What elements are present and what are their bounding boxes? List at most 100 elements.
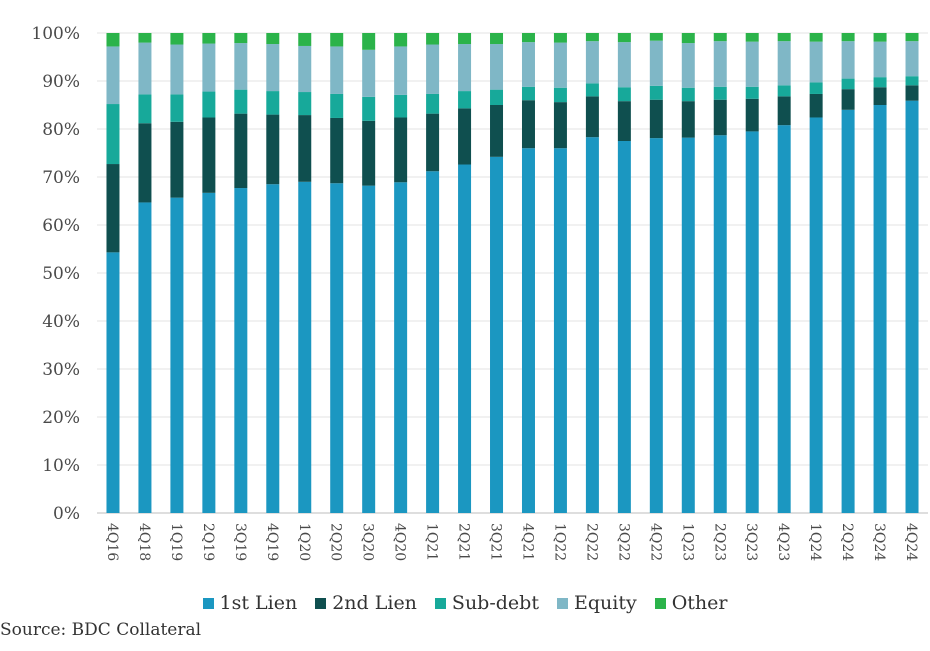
bar-segment [617,101,631,141]
bar-segment [234,113,248,189]
bar-segment [330,93,344,118]
x-tick-label: 4Q23 [775,523,791,561]
bar-segment [170,197,184,513]
bar-segment [585,137,599,513]
legend-item: Other [654,592,727,614]
bar-segment [777,41,791,86]
bar-segment [553,42,567,88]
x-tick-label: 4Q20 [392,523,408,561]
bar-segment [553,148,567,513]
bar-segment [362,49,376,97]
bar-segment [394,182,408,513]
bar-segment [649,138,663,513]
y-tick-label: 30% [42,360,80,380]
x-tick-label: 1Q21 [424,523,440,561]
x-tick-label: 1Q20 [296,523,312,561]
bar-segment [841,109,855,514]
bar-segment [649,85,663,100]
bar-segment [681,43,695,88]
x-tick-label: 4Q22 [647,523,663,561]
bar-segment [330,117,344,184]
bar-segment [585,96,599,138]
x-tick-label: 3Q22 [615,523,631,561]
bar-segment [681,137,695,513]
y-tick-label: 20% [42,408,80,428]
bar-segment [745,98,759,132]
bar-segment [585,41,599,84]
bar-segment [458,91,472,109]
x-tick-label: 4Q21 [519,523,535,561]
y-tick-label: 70% [42,168,80,188]
gridlines [97,32,928,514]
bar-segment [617,141,631,513]
bar-segment [585,83,599,97]
bar-segment [298,45,312,93]
bar-segment [745,86,759,99]
bar-segment [873,33,887,42]
bar-segment [777,85,791,97]
bar-segment [649,40,663,86]
legend-label: 2nd Lien [332,592,417,614]
legend-label: Sub-debt [451,592,539,614]
y-tick-label: 0% [53,504,80,524]
legend-swatch [315,597,327,609]
x-tick-label: 1Q22 [551,523,567,561]
bar-segment [138,33,152,43]
bar-segment [426,33,440,45]
bar-segment [458,164,472,513]
legend-label: Equity [573,592,637,614]
bar-segment [649,99,663,139]
x-tick-label: 4Q19 [264,523,280,561]
legend-item: 2nd Lien [315,592,417,614]
bar-segment [809,82,823,94]
bar-segment [234,33,248,44]
bar-segment [841,33,855,42]
x-tick-label: 1Q23 [679,523,695,561]
bar-segment [777,125,791,513]
bar-segment [873,41,887,78]
bar-segment [553,87,567,103]
bar-segment [490,105,504,157]
legend-swatch [556,597,568,609]
bar-segment [745,131,759,513]
bar-segment [298,181,312,514]
x-tick-label: 1Q24 [807,523,823,561]
bar-segment [841,41,855,79]
bar-segment [490,156,504,513]
bar-segment [458,33,472,45]
bar-segment [106,252,120,514]
bar-segment [521,148,535,513]
bar-segment [394,46,408,95]
bar-segment [106,33,120,47]
bar-segment [777,33,791,42]
bar-segment [138,202,152,513]
bar-segment [841,89,855,110]
bar-segment [202,33,216,44]
bar-segment [362,185,376,513]
bar-segment [617,87,631,102]
bar-segment [426,171,440,514]
bar-segment [553,102,567,149]
bar-segment [521,42,535,87]
bar-segment [234,188,248,514]
legend-item: Sub-debt [434,592,539,614]
legend-item: 1st Lien [202,592,297,614]
bar-segment [266,91,280,115]
bar-segment [745,41,759,87]
bar-segment [873,105,887,513]
bar-segment [170,121,184,198]
legend-swatch [202,597,214,609]
bar-segment [905,85,919,101]
y-tick-label: 60% [42,216,80,236]
bar-segment [330,183,344,514]
bar-segment [170,44,184,95]
bar-segment [138,123,152,203]
bar-segment [521,86,535,101]
y-tick-label: 90% [42,72,80,92]
bar-segment [170,33,184,45]
bar-segment [905,100,919,514]
bar-segment [266,114,280,185]
bar-segment [330,33,344,47]
bar-segment [713,86,727,100]
x-tick-label: 2Q23 [711,523,727,561]
